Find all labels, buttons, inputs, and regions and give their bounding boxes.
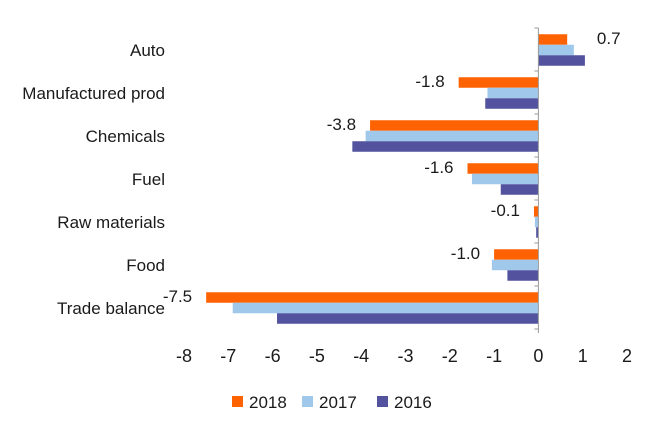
labels-layer: Auto 0.7 Manufactured prod -1.8 Chemicals -3.… — [22, 29, 620, 318]
legend: 2018 2017 2016 — [232, 393, 432, 412]
data-label-trade-balance: -7.5 — [163, 287, 192, 306]
x-tick-label: -7 — [220, 346, 236, 366]
bar-auto-2018 — [538, 34, 568, 45]
x-tick-label: -3 — [397, 346, 413, 366]
legend-label-2016: 2016 — [394, 393, 432, 412]
bar-auto-2017 — [538, 44, 574, 56]
bar-raw-materials-2017 — [534, 216, 539, 228]
bar-manufactured-prod-2016 — [485, 98, 539, 109]
category-label-chemicals: Chemicals — [86, 127, 165, 146]
legend-swatch-2017 — [302, 396, 313, 407]
bar-food-2018 — [494, 249, 539, 260]
bar-auto-2016 — [538, 55, 585, 66]
legend-label-2017: 2017 — [319, 393, 357, 412]
bar-trade-balance-2016 — [277, 313, 539, 324]
legend-label-2018: 2018 — [249, 393, 287, 412]
bar-food-2016 — [507, 270, 539, 281]
x-tick-label: 1 — [578, 346, 588, 366]
bar-manufactured-prod-2017 — [487, 87, 539, 99]
bar-fuel-2016 — [500, 184, 539, 195]
bar-food-2017 — [491, 259, 539, 271]
bar-raw-materials-2016 — [536, 227, 539, 238]
data-label-raw-materials: -0.1 — [491, 201, 520, 220]
data-label-food: -1.0 — [451, 244, 480, 263]
x-tick-label: -2 — [442, 346, 458, 366]
category-label-manufactured-prod: Manufactured prod — [22, 84, 165, 103]
legend-swatch-2018 — [232, 396, 243, 407]
x-tick-label: -4 — [353, 346, 369, 366]
bar-fuel-2018 — [467, 163, 539, 174]
category-label-raw-materials: Raw materials — [57, 213, 165, 232]
x-tick-label: -1 — [486, 346, 502, 366]
data-label-manufactured-prod: -1.8 — [415, 72, 444, 91]
legend-swatch-2016 — [377, 396, 388, 407]
bars-layer — [206, 34, 585, 324]
data-label-chemicals: -3.8 — [327, 115, 356, 134]
data-label-auto: 0.7 — [597, 29, 621, 48]
bar-raw-materials-2018 — [533, 206, 539, 217]
x-tick-label: -5 — [309, 346, 325, 366]
axis-layer: -8 -7 -6 -5 -4 -3 -2 -1 0 1 2 — [176, 27, 632, 366]
bar-chemicals-2016 — [352, 141, 539, 152]
x-tick-label: 0 — [533, 346, 543, 366]
bar-chemicals-2017 — [365, 130, 539, 142]
category-label-auto: Auto — [130, 41, 165, 60]
bar-fuel-2017 — [471, 173, 539, 185]
category-label-fuel: Fuel — [132, 170, 165, 189]
bar-trade-balance-2018 — [206, 292, 539, 303]
x-tick-label: -6 — [265, 346, 281, 366]
bar-chemicals-2018 — [370, 120, 539, 131]
x-tick-label: -8 — [176, 346, 192, 366]
category-label-trade-balance: Trade balance — [57, 299, 165, 318]
data-label-fuel: -1.6 — [424, 158, 453, 177]
bar-trade-balance-2017 — [232, 302, 539, 314]
category-label-food: Food — [126, 256, 165, 275]
bar-manufactured-prod-2018 — [458, 77, 539, 88]
x-tick-label: 2 — [622, 346, 632, 366]
